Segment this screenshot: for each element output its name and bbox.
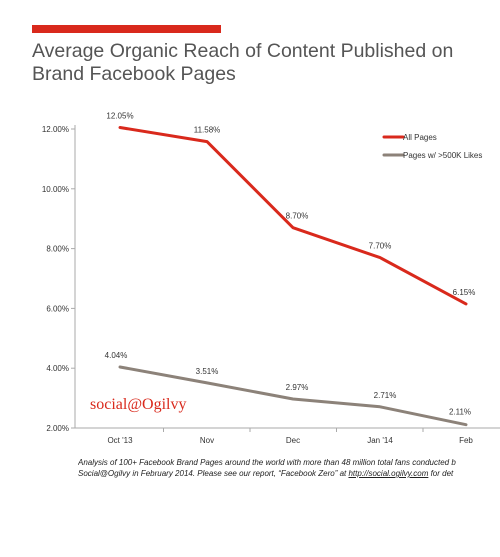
y-tick-label: 8.00% <box>46 245 69 254</box>
chart-title-line-1: Average Organic Reach of Content Publish… <box>32 40 454 62</box>
line-chart: 2.00% 4.00% 6.00% 8.00% 10.00% 12.00% Oct '13 N… <box>42 112 500 445</box>
y-tick-label: 6.00% <box>46 304 69 313</box>
chart-title: Average Organic Reach of Content Publish… <box>32 40 492 86</box>
data-label: 12.05% <box>106 112 133 121</box>
chart-title-line-2: Brand Facebook Pages <box>32 63 236 85</box>
footnote-line-2: Social@Ogilvy in February 2014. Please s… <box>78 468 500 479</box>
y-tick-label: 4.00% <box>46 364 69 373</box>
data-label: 2.11% <box>449 408 471 417</box>
x-tick-label: Jan '14 <box>367 436 393 445</box>
y-tick-label: 12.00% <box>42 125 69 134</box>
footnote-line-1: Analysis of 100+ Facebook Brand Pages ar… <box>78 458 456 467</box>
x-tick-label: Oct '13 <box>107 436 133 445</box>
data-label: 2.71% <box>374 391 397 400</box>
data-label: 2.97% <box>286 383 309 392</box>
x-tick-label: Nov <box>200 436 214 445</box>
x-tick-label: Feb <box>459 436 473 445</box>
legend-label: All Pages <box>403 133 437 142</box>
data-label: 6.15% <box>453 288 476 297</box>
x-tick-label: Dec <box>286 436 300 445</box>
brand-logo: social@Ogilvy <box>90 396 187 413</box>
data-label: 8.70% <box>286 212 309 221</box>
report-link[interactable]: http://social.ogilvy.com <box>348 469 429 478</box>
legend-label: Pages w/ >500K Likes <box>403 151 482 160</box>
footnote-text-end: for det <box>428 469 454 478</box>
data-label: 11.58% <box>194 126 221 135</box>
data-label: 3.51% <box>196 367 219 376</box>
data-label: 4.04% <box>105 351 128 360</box>
series-line <box>118 365 468 427</box>
data-label: 7.70% <box>369 242 392 251</box>
y-tick-label: 10.00% <box>42 185 69 194</box>
series-line <box>118 126 468 306</box>
footnote-text: Social@Ogilvy in February 2014. Please s… <box>78 469 349 478</box>
y-tick-label: 2.00% <box>46 424 69 433</box>
title-accent-bar <box>32 25 221 33</box>
footnote: Analysis of 100+ Facebook Brand Pages ar… <box>78 457 500 479</box>
